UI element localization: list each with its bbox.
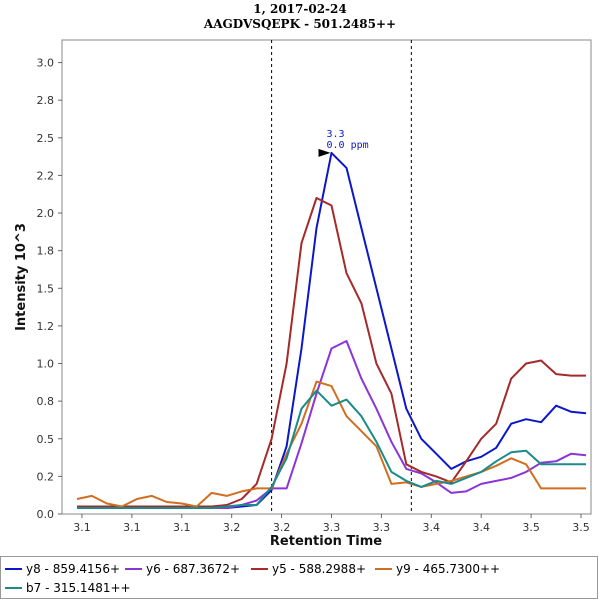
plot-area: [61, 39, 592, 515]
x-tick-label: 3.4: [472, 521, 490, 534]
x-axis-ticks: 3.1 3.1 3.1 3.2 3.2 3.3 3.3 3.4 3.4 3.5 3.5: [73, 514, 590, 534]
legend-item-b7: b7 - 315.1481++: [5, 579, 131, 597]
peak-marker-arrow: [318, 148, 331, 157]
x-tick-label: 3.1: [173, 521, 191, 534]
y-tick-label: 2.8: [37, 94, 55, 107]
legend: y8 - 859.4156+ y6 - 687.3672+ y5 - 588.2…: [0, 556, 598, 599]
legend-label-y5: y5 - 588.2988+: [272, 562, 367, 576]
chart-subtitle: AAGDVSQEPK - 501.2485++: [203, 17, 396, 31]
series-line: [77, 197, 586, 508]
y-axis-ticks: 0.0 0.2 0.5 0.8 1.0 1.2 1.5 1.8 2.0 2.2 2.5 2.8 3.0: [37, 57, 62, 521]
y-tick-label: 0.5: [37, 433, 55, 446]
chromatogram-chart: 1, 2017-02-24 AAGDVSQEPK - 501.2485++ 0.…: [14, 2, 592, 549]
x-tick-label: 3.1: [73, 521, 91, 534]
y-tick-label: 1.0: [37, 358, 55, 371]
legend-swatch-y8: [5, 568, 22, 570]
y-tick-label: 3.0: [37, 57, 55, 70]
peak-annotations: 3.30.0 ppm: [318, 129, 369, 157]
y-tick-label: 0.0: [37, 508, 55, 521]
y-tick-label: 1.2: [37, 320, 55, 333]
x-axis-label: Retention Time: [270, 534, 382, 549]
legend-swatch-b7: [5, 587, 22, 589]
x-tick-label: 3.4: [423, 521, 441, 534]
legend-item-y9: y9 - 465.7300++: [375, 560, 500, 578]
legend-label-y8: y8 - 859.4156+: [26, 562, 121, 576]
y-tick-label: 0.8: [37, 395, 55, 408]
legend-item-y5: y5 - 588.2988+: [251, 560, 366, 578]
legend-item-y8: y8 - 859.4156+: [5, 560, 120, 578]
series-line: [76, 380, 586, 508]
legend-item-y6: y6 - 687.3672+: [125, 560, 240, 578]
y-tick-label: 1.5: [37, 282, 55, 295]
y-tick-label: 2.5: [37, 132, 55, 145]
legend-label-b7: b7 - 315.1481++: [26, 581, 131, 595]
peak-annotation-text: 0.0 ppm: [326, 140, 368, 151]
y-tick-label: 1.8: [37, 245, 55, 258]
x-tick-label: 3.2: [273, 521, 291, 534]
series-line: [77, 389, 586, 509]
x-tick-label: 3.3: [323, 521, 341, 534]
peak-annotation-text: 3.3: [326, 129, 344, 140]
x-tick-label: 3.3: [373, 521, 391, 534]
legend-swatch-y6: [125, 568, 142, 570]
x-tick-label: 3.2: [223, 521, 241, 534]
x-tick-label: 3.5: [522, 521, 540, 534]
chart-title: 1, 2017-02-24: [253, 2, 346, 16]
y-tick-label: 0.2: [37, 470, 55, 483]
y-tick-label: 2.0: [37, 207, 55, 220]
legend-label-y9: y9 - 465.7300++: [396, 562, 501, 576]
legend-swatch-y5: [251, 568, 268, 570]
legend-swatch-y9: [375, 568, 392, 570]
y-tick-label: 2.2: [37, 169, 55, 182]
legend-label-y6: y6 - 687.3672+: [146, 562, 241, 576]
x-tick-label: 3.5: [572, 521, 590, 534]
integration-boundaries: [271, 40, 412, 514]
series-lines: [76, 151, 587, 509]
x-tick-label: 3.1: [123, 521, 141, 534]
y-axis-label: Intensity 10^3: [14, 223, 29, 331]
